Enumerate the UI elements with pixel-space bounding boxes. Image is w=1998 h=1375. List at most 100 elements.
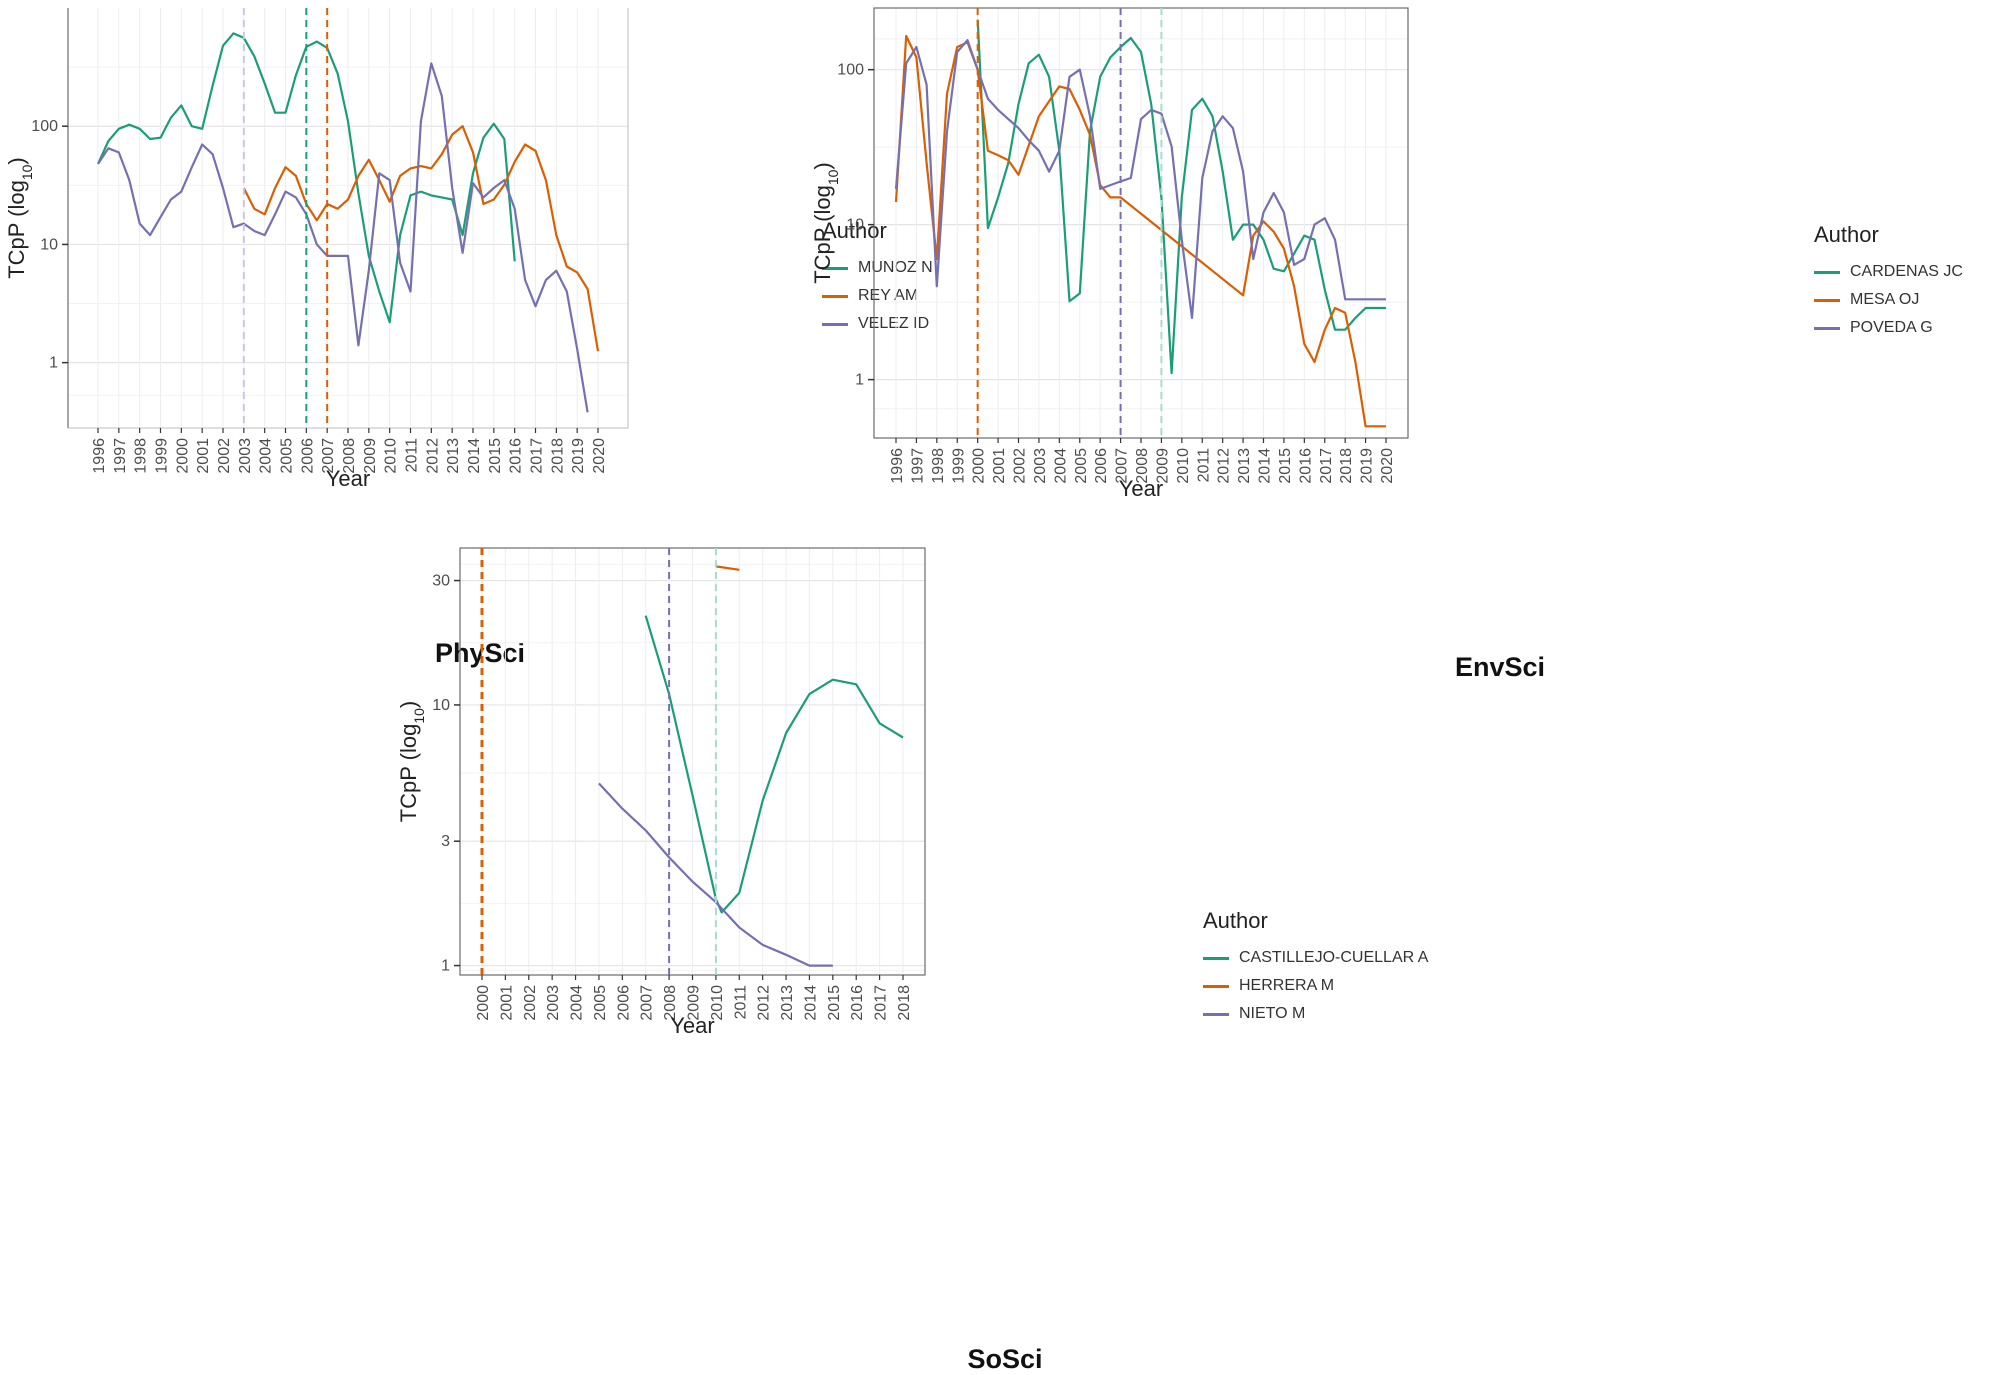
x-tick-label: 2000 (174, 438, 191, 474)
y-tick-label: 100 (31, 118, 58, 135)
chart-caption: EnvSci (1454, 652, 1546, 682)
chart-sosci-plot: 1 3 10 30 2000 2001 2002 2003 2004 2005 2006 2007 20… (396, 547, 926, 1038)
legend-key (822, 322, 848, 326)
x-tick-label: 2017 (529, 438, 546, 474)
x-tick-label: 2008 (662, 985, 679, 1021)
x-tick-label: 2007 (639, 985, 656, 1021)
x-tick-label: 2015 (826, 985, 843, 1021)
x-tick-label: 2005 (1073, 448, 1090, 484)
x-tick-label: 2017 (1318, 448, 1335, 484)
gridlines (68, 8, 628, 428)
series-line-cardenas-jc (976, 19, 1386, 375)
legend-item: NIETO M (1203, 1000, 1428, 1028)
x-tick-label: 2000 (971, 448, 988, 484)
x-axis-title: Year (1119, 476, 1163, 501)
x-tick-label: 2012 (424, 438, 441, 474)
x-tick-label: 2011 (732, 985, 749, 1020)
x-tick-label: 2005 (279, 438, 296, 474)
legend-key (1203, 1012, 1229, 1016)
x-tick-label: 2003 (545, 985, 562, 1021)
legend-item: CASTILLEJO-CUELLAR A (1203, 944, 1428, 972)
x-tick-label: 2020 (591, 438, 608, 474)
x-tick-label: 2019 (1359, 448, 1376, 484)
y-axis-title: TCpP (log10) (396, 701, 427, 823)
legend-item: MESA OJ (1814, 286, 1963, 314)
x-tick-label: 2018 (896, 985, 913, 1021)
x-tick-label: 2014 (1257, 448, 1274, 484)
legend-item: CARDENAS JC (1814, 258, 1963, 286)
y-tick-label: 1 (855, 372, 864, 389)
x-tick-label: 2013 (1236, 448, 1253, 484)
x-tick-label: 2007 (320, 438, 337, 474)
legend-label: MESA OJ (1850, 291, 1920, 308)
x-tick-label: 2012 (1216, 448, 1233, 484)
legend-sosci: Author CASTILLEJO-CUELLAR A HERRERA M NI… (1203, 908, 1428, 1028)
series-line-herrera-m (715, 565, 740, 571)
legend-physci: Author MUNOZ N REY AM VELEZ ID (822, 218, 933, 338)
x-tick-label: 2014 (466, 438, 483, 474)
x-tick-label: 2006 (1093, 448, 1110, 484)
y-tick-label: 10 (40, 236, 58, 253)
legend-title: Author (1203, 908, 1268, 933)
x-tick-label: 1998 (133, 438, 150, 474)
x-tick-label: 2010 (383, 438, 400, 474)
gridlines (460, 548, 925, 975)
legend-item: POVEDA G (1814, 314, 1963, 342)
x-tick-label: 2012 (756, 985, 773, 1021)
x-tick-label: 2018 (1338, 448, 1355, 484)
legend-label: NIETO M (1239, 1005, 1306, 1022)
x-tick-label: 2004 (569, 985, 586, 1021)
x-tick-label: 2020 (1379, 448, 1396, 484)
x-tick-label: 2010 (709, 985, 726, 1021)
x-tick-label: 2016 (1297, 448, 1314, 484)
x-tick-label: 1999 (950, 448, 967, 484)
legend-label: POVEDA G (1850, 319, 1933, 336)
legend-key (1203, 956, 1229, 960)
x-tick-label: 2013 (779, 985, 796, 1021)
y-tick-label: 10 (432, 697, 450, 714)
legend-label: MUNOZ N (858, 259, 933, 276)
x-tick-label: 1998 (930, 448, 947, 484)
y-tick-label: 100 (837, 62, 864, 79)
x-tick-label: 2013 (445, 438, 462, 474)
legend-key (1814, 270, 1840, 274)
series-line-rey-am (242, 125, 600, 352)
x-tick-label: 2008 (341, 438, 358, 474)
x-tick-label: 2016 (508, 438, 525, 474)
x-tick-label: 1999 (154, 438, 171, 474)
x-tick-label: 2000 (475, 985, 492, 1021)
x-tick-label: 2003 (237, 438, 254, 474)
x-tick-label: 2001 (991, 448, 1008, 484)
x-tick-label: 2005 (592, 985, 609, 1021)
legend-key (1814, 326, 1840, 330)
x-tick-label: 2015 (1277, 448, 1294, 484)
x-tick-label: 2015 (487, 438, 504, 474)
legend-item: HERRERA M (1203, 972, 1428, 1000)
legend-label: VELEZ ID (858, 315, 930, 332)
y-axis-title: TCpP (log10) (810, 162, 841, 284)
legend-item: REY AM (822, 282, 933, 310)
x-tick-label: 1997 (112, 438, 129, 474)
x-axis-title: Year (670, 1013, 714, 1038)
x-tick-label: 2006 (299, 438, 316, 474)
legend-item: MUNOZ N (822, 254, 933, 282)
legend-label: REY AM (858, 287, 919, 304)
x-tick-label: 2001 (195, 438, 212, 474)
x-tick-label: 2016 (849, 985, 866, 1021)
x-tick-label: 2004 (258, 438, 275, 474)
x-tick-label: 2014 (802, 985, 819, 1021)
legend-title: Author (1814, 222, 1879, 247)
x-tick-label: 2007 (1114, 448, 1131, 484)
legend-label: HERRERA M (1239, 977, 1335, 994)
x-tick-label: 2011 (1195, 448, 1212, 483)
y-tick-label: 30 (432, 573, 450, 590)
x-tick-label: 2002 (522, 985, 539, 1021)
x-tick-label: 1996 (91, 438, 108, 474)
legend-key (1203, 984, 1229, 988)
chart-caption: SoSci (967, 1344, 1043, 1374)
chart-physci: 1 10 100 1996 1997 1998 1999 2000 2001 2002 2003 20… (0, 0, 990, 680)
x-tick-label: 2018 (549, 438, 566, 474)
y-tick-label: 1 (441, 958, 450, 975)
y-tick-label: 1 (49, 355, 58, 372)
